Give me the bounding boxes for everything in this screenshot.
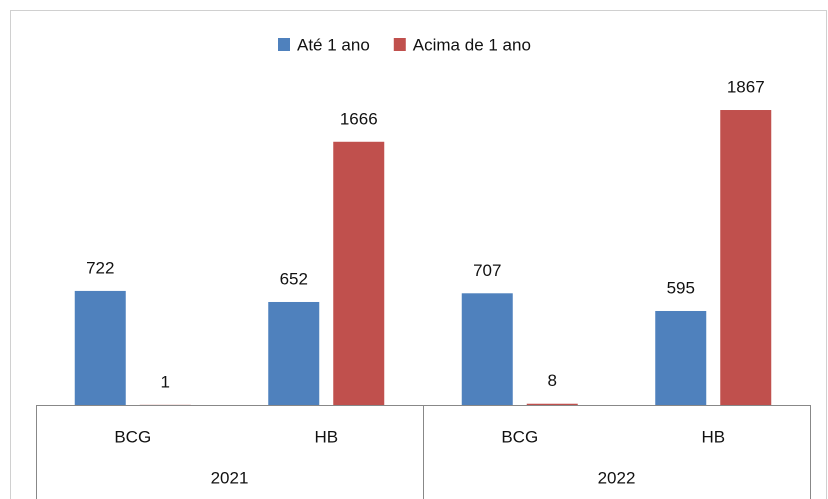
- data-label: 1: [161, 372, 170, 391]
- legend-label: Até 1 ano: [297, 35, 370, 54]
- x-tick-label: HB: [701, 427, 725, 446]
- chart-frame: [10, 10, 827, 499]
- data-label: 1666: [340, 109, 378, 128]
- bar: [74, 290, 126, 405]
- bar: [655, 310, 707, 405]
- data-label: 707: [473, 261, 501, 280]
- group-label: 2022: [598, 468, 636, 487]
- bar: [268, 301, 320, 405]
- data-label: 595: [667, 278, 695, 297]
- data-label: 8: [548, 371, 557, 390]
- data-label: 1867: [727, 77, 765, 96]
- x-tick-label: BCG: [501, 427, 538, 446]
- legend-swatch: [393, 38, 406, 51]
- bar: [526, 403, 578, 405]
- bar: [461, 293, 513, 405]
- x-tick-label: BCG: [114, 427, 151, 446]
- data-label: 652: [280, 269, 308, 288]
- legend-label: Acima de 1 ano: [413, 35, 531, 54]
- bar: [333, 141, 385, 405]
- data-label: 722: [86, 258, 114, 277]
- legend-swatch: [278, 38, 290, 51]
- group-label: 2021: [211, 468, 249, 487]
- bar: [720, 110, 772, 405]
- x-tick-label: HB: [314, 427, 338, 446]
